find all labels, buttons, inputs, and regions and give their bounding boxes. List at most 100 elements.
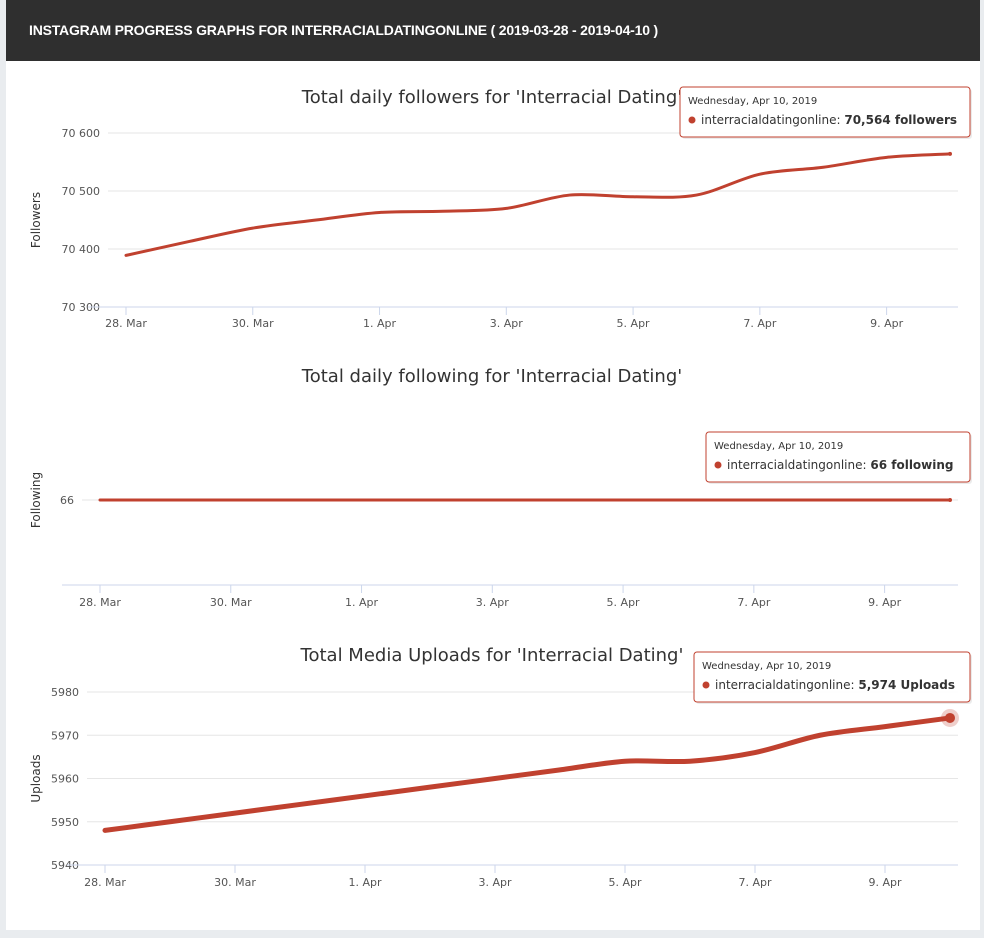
x-tick-label: 3. Apr [478, 876, 511, 889]
x-tick-label: 7. Apr [737, 596, 770, 609]
tooltip-box [693, 651, 971, 703]
x-tick-label: 5. Apr [608, 876, 641, 889]
tooltip: Wednesday, Apr 10, 2019 interracialdating… [705, 431, 972, 484]
data-point[interactable] [948, 498, 952, 502]
data-point[interactable] [233, 811, 237, 815]
data-point[interactable] [883, 725, 887, 729]
x-tick-label: 30. Mar [214, 876, 256, 889]
tooltip-series-name: interracialdatingonline [727, 458, 863, 472]
data-point[interactable] [694, 193, 698, 197]
tooltip-box [705, 431, 971, 483]
data-point[interactable] [556, 498, 560, 502]
tooltip-value: 70,564 followers [844, 113, 957, 127]
x-tick-label: 3. Apr [490, 317, 523, 330]
tooltip-value: 5,974 Uploads [858, 678, 955, 692]
chart-title: Total daily followers for 'Interracial D… [301, 87, 682, 108]
x-tick-label: 9. Apr [868, 596, 901, 609]
chart-title: Total daily following for 'Interracial D… [301, 366, 682, 387]
tooltip-series-name: interracialdatingonline [715, 678, 851, 692]
x-tick-label: 5. Apr [607, 596, 640, 609]
y-tick-label: 70 300 [62, 301, 101, 314]
data-point[interactable] [363, 794, 367, 798]
data-point[interactable] [885, 155, 889, 159]
data-point[interactable] [945, 712, 955, 723]
data-point[interactable] [98, 498, 102, 502]
data-point[interactable] [948, 151, 952, 156]
data-point[interactable] [631, 195, 635, 199]
data-point[interactable] [818, 733, 822, 737]
page-header: INSTAGRAM PROGRESS GRAPHS FOR INTERRACIA… [6, 0, 980, 61]
tooltip-marker [702, 681, 710, 689]
followers-chart: Total daily followers for 'Interracial D… [29, 86, 972, 330]
data-point[interactable] [298, 802, 302, 806]
y-tick-label: 5950 [51, 816, 79, 829]
data-point[interactable] [753, 751, 757, 755]
data-point[interactable] [124, 253, 128, 257]
y-axis-title: Uploads [29, 754, 43, 802]
y-tick-label: 5940 [51, 859, 79, 872]
x-tick-label: 28. Mar [84, 876, 126, 889]
tooltip-marker [714, 461, 722, 469]
data-point[interactable] [314, 218, 318, 222]
tooltip-date: Wednesday, Apr 10, 2019 [702, 661, 831, 672]
data-point[interactable] [428, 785, 432, 789]
data-point[interactable] [883, 498, 887, 502]
tooltip-box [679, 86, 971, 138]
data-point[interactable] [294, 498, 298, 502]
x-tick-label: 1. Apr [345, 596, 378, 609]
data-point[interactable] [360, 498, 364, 502]
tooltip: Wednesday, Apr 10, 2019 interracialdating… [679, 86, 972, 139]
data-point[interactable] [568, 193, 572, 197]
data-point[interactable] [378, 210, 382, 214]
data-point[interactable] [758, 172, 762, 176]
tooltip-separator: : [837, 113, 845, 127]
y-tick-label: 66 [60, 494, 74, 507]
data-point[interactable] [623, 759, 627, 763]
tooltip-value: 66 following [870, 458, 953, 472]
y-tick-label: 70 600 [62, 127, 101, 140]
x-tick-label: 9. Apr [870, 317, 903, 330]
data-point[interactable] [441, 209, 445, 213]
data-point[interactable] [425, 498, 429, 502]
data-point[interactable] [686, 498, 690, 502]
uploads-chart: Total Media Uploads for 'Interracial Dat… [29, 645, 972, 889]
x-tick-label: 28. Mar [79, 596, 121, 609]
data-point[interactable] [163, 498, 167, 502]
data-point[interactable] [103, 828, 107, 832]
y-tick-label: 5960 [51, 773, 79, 786]
tooltip-line: interracialdatingonline: 5,974 Uploads [715, 678, 955, 692]
tooltip-series-name: interracialdatingonline [701, 113, 837, 127]
tooltip: Wednesday, Apr 10, 2019 interracialdating… [693, 651, 972, 704]
tooltip-date: Wednesday, Apr 10, 2019 [714, 441, 843, 452]
data-point[interactable] [817, 498, 821, 502]
data-point[interactable] [493, 777, 497, 781]
x-tick-label: 5. Apr [617, 317, 650, 330]
x-tick-label: 30. Mar [232, 317, 274, 330]
data-point[interactable] [821, 165, 825, 169]
y-axis-title: Followers [29, 192, 43, 248]
tooltip-line: interracialdatingonline: 66 following [727, 458, 954, 472]
y-tick-label: 70 500 [62, 185, 101, 198]
data-point[interactable] [504, 206, 508, 210]
data-point[interactable] [229, 498, 233, 502]
data-point[interactable] [187, 239, 191, 243]
x-tick-label: 7. Apr [738, 876, 771, 889]
y-tick-label: 5980 [51, 686, 79, 699]
data-point[interactable] [688, 759, 692, 763]
data-point[interactable] [251, 226, 255, 230]
tooltip-date: Wednesday, Apr 10, 2019 [688, 96, 817, 107]
data-point[interactable] [490, 498, 494, 502]
x-tick-label: 7. Apr [743, 317, 776, 330]
following-chart: Total daily following for 'Interracial D… [29, 366, 972, 609]
series-line [102, 715, 953, 833]
x-tick-label: 1. Apr [363, 317, 396, 330]
tooltip-separator: : [851, 678, 859, 692]
data-point[interactable] [168, 820, 172, 824]
y-tick-label: 5970 [51, 729, 79, 742]
data-point[interactable] [621, 498, 625, 502]
data-point[interactable] [558, 768, 562, 772]
tooltip-separator: : [863, 458, 871, 472]
series-line [124, 152, 952, 257]
data-point[interactable] [752, 498, 756, 502]
y-axis-title: Following [29, 472, 43, 528]
